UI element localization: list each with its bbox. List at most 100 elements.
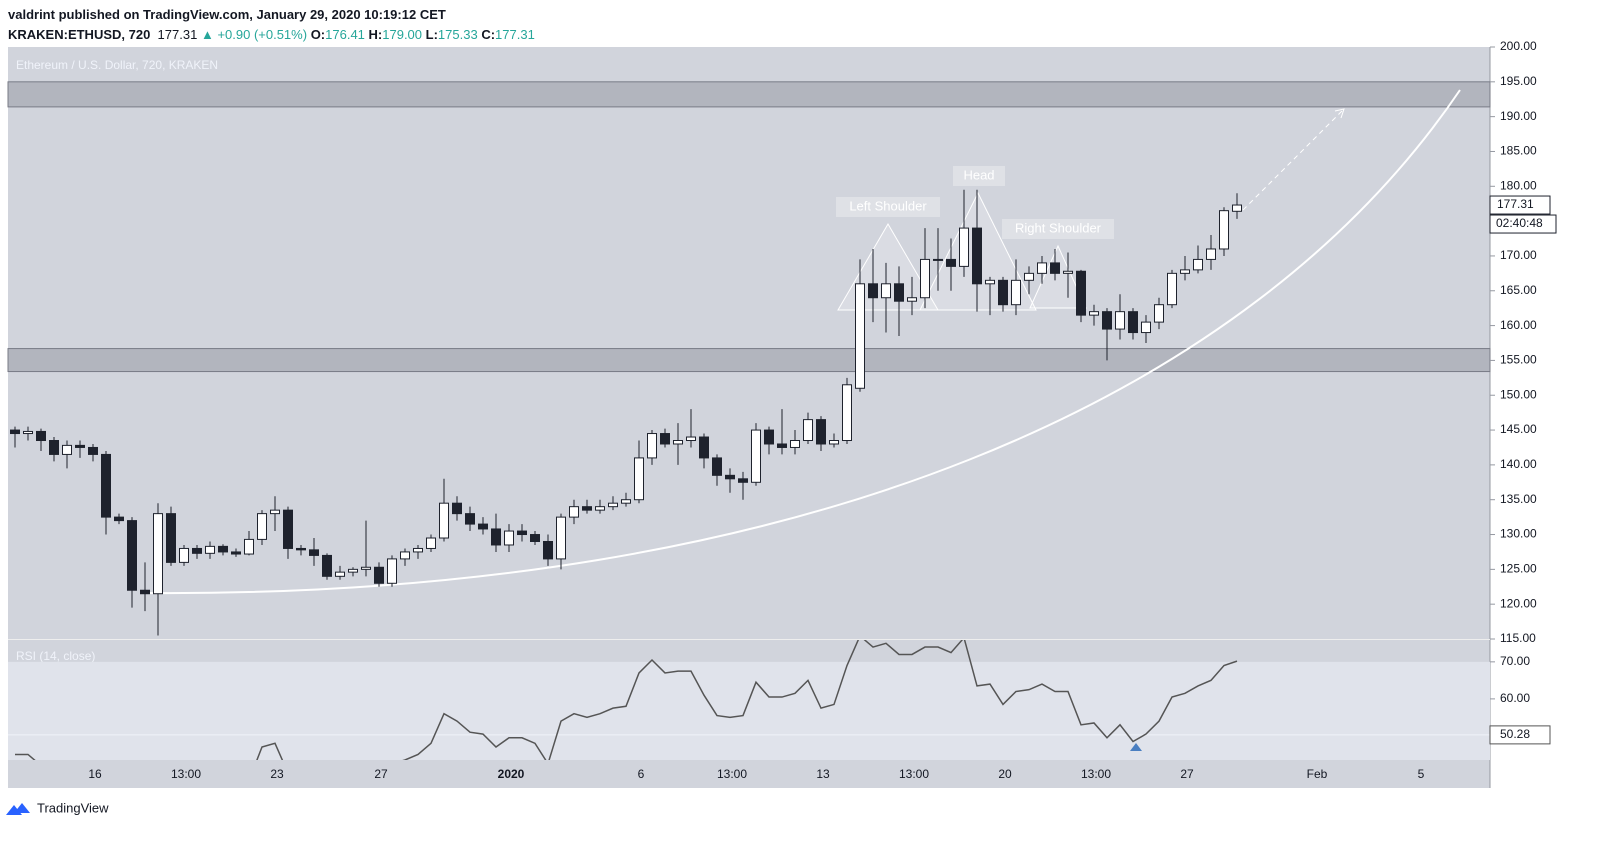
candle-body <box>192 547 202 554</box>
x-tick-label: 20 <box>998 767 1012 781</box>
candle-body <box>283 509 293 549</box>
y-tick-label: 155.00 <box>1500 353 1537 367</box>
candle-body <box>699 436 709 459</box>
arrow: ▲ <box>200 27 214 42</box>
y-tick-label: 130.00 <box>1500 527 1537 541</box>
candle-body <box>1219 210 1229 250</box>
label-bg <box>1002 219 1114 239</box>
rsi-tick-label: 70.00 <box>1500 654 1530 668</box>
candle-body <box>530 534 540 542</box>
candle-body <box>309 549 319 556</box>
projection <box>1242 109 1344 211</box>
header: valdrint published on TradingView.com, J… <box>8 5 535 45</box>
candle-body <box>1115 311 1125 330</box>
candle-body <box>49 440 59 455</box>
y-tick-label: 190.00 <box>1500 109 1537 123</box>
candle-body <box>621 499 631 504</box>
candle-body <box>946 258 956 267</box>
candle-body <box>894 283 904 302</box>
symbol: KRAKEN:ETHUSD, 720 <box>8 27 151 42</box>
x-tick-label: 6 <box>638 767 645 781</box>
y-tick-label: 200.00 <box>1500 39 1537 53</box>
last: 177.31 <box>157 27 198 42</box>
candle-body <box>634 457 644 501</box>
candle-body <box>491 528 501 546</box>
candle-body <box>985 279 995 285</box>
candle-body <box>543 540 553 560</box>
candle-body <box>816 419 826 445</box>
publisher: valdrint published on TradingView.com, J… <box>8 5 535 25</box>
candle-body <box>842 384 852 442</box>
candle-body <box>556 516 566 560</box>
rsi-band <box>8 661 1490 760</box>
y-tick-label: 180.00 <box>1500 178 1537 192</box>
candle-body <box>1076 270 1086 316</box>
o: 176.41 <box>325 27 365 42</box>
candle-body <box>1154 304 1164 323</box>
candle-body <box>764 429 774 445</box>
x-tick-label: Feb <box>1307 767 1328 781</box>
candle-body <box>23 430 33 435</box>
change: +0.90 (+0.51%) <box>217 27 308 42</box>
candle-body <box>868 283 878 299</box>
candle-body <box>1050 262 1060 274</box>
candle-body <box>803 419 813 442</box>
candle-body <box>153 513 163 595</box>
candle-body <box>296 547 306 551</box>
candle-body <box>439 502 449 539</box>
candle-body <box>348 568 358 573</box>
candle-body <box>1011 279 1021 306</box>
candle-body <box>1141 321 1151 334</box>
annotation: Head <box>963 167 994 182</box>
c: 177.31 <box>495 27 535 42</box>
o-label: O: <box>310 27 326 42</box>
price-pane <box>8 47 1490 639</box>
candle-body <box>140 589 150 595</box>
y-tick-label: 170.00 <box>1500 248 1537 262</box>
candle-body <box>933 258 943 261</box>
y-tick-label: 140.00 <box>1500 457 1537 471</box>
candle-body <box>972 227 982 285</box>
candle-body <box>413 547 423 553</box>
candle-body <box>387 558 397 584</box>
candle-body <box>712 457 722 476</box>
candle-body <box>1232 204 1242 212</box>
candle-body <box>907 297 917 302</box>
candle-body <box>686 436 696 442</box>
x-tick-label: 27 <box>1180 767 1194 781</box>
candle-body <box>959 227 969 267</box>
h: 179.00 <box>382 27 423 42</box>
candle-body <box>777 443 787 448</box>
signal-marker <box>1130 743 1142 751</box>
candle-body <box>374 566 384 584</box>
candle-body <box>1024 272 1034 281</box>
candle-body <box>1102 311 1112 330</box>
publisher-text: valdrint published on TradingView.com, J… <box>8 7 446 22</box>
candle-body <box>790 440 800 448</box>
zone <box>7 81 1491 108</box>
candle-body <box>881 283 891 299</box>
countdown: 02:40:48 <box>1496 216 1543 230</box>
y-tick-label: 135.00 <box>1500 492 1537 506</box>
x-tick-label: 2020 <box>498 767 525 781</box>
y-tick-label: 185.00 <box>1500 144 1537 158</box>
x-tick-label: 13:00 <box>899 767 929 781</box>
candle-body <box>244 538 254 555</box>
candle-body <box>660 433 670 445</box>
x-tick-label: 27 <box>374 767 388 781</box>
x-tick-label: 13:00 <box>1081 767 1111 781</box>
x-tick-label: 5 <box>1418 767 1425 781</box>
candle-body <box>608 502 618 508</box>
candle-body <box>829 440 839 445</box>
rsi-line <box>15 640 1238 760</box>
candle-body <box>517 530 527 536</box>
candle-body <box>1167 272 1177 306</box>
right-shoulder-shape <box>1029 244 1087 309</box>
candle-body <box>504 530 514 546</box>
quote-line: KRAKEN:ETHUSD, 720 177.31 ▲ +0.90 (+0.51… <box>8 25 535 45</box>
rsi-tag-label: 50.28 <box>1500 727 1530 741</box>
annotation: Left Shoulder <box>849 198 927 213</box>
rsi-tick-label: 60.00 <box>1500 691 1530 705</box>
